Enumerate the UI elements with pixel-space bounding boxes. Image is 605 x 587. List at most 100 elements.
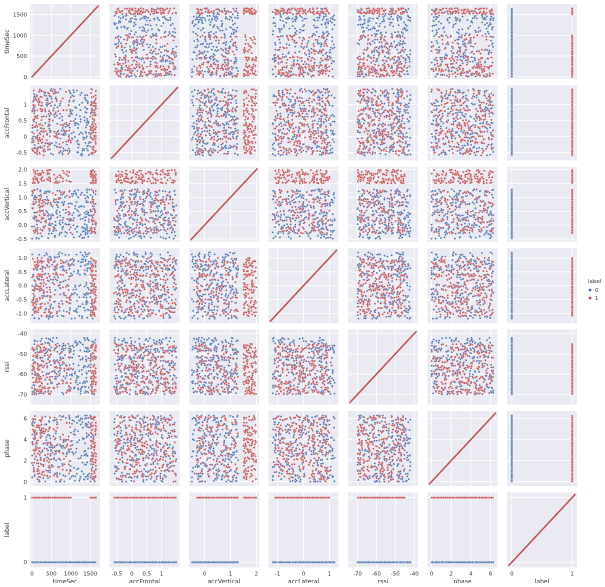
data-point — [155, 24, 157, 26]
data-point — [296, 56, 298, 58]
data-point — [377, 51, 379, 53]
data-point — [166, 43, 168, 45]
data-point — [234, 45, 236, 47]
data-point — [326, 45, 328, 47]
data-point — [292, 25, 294, 27]
data-point — [316, 41, 318, 43]
data-point — [278, 36, 280, 38]
data-point — [286, 13, 288, 15]
data-point — [286, 47, 288, 49]
data-point — [292, 13, 294, 15]
data-point — [363, 15, 365, 17]
data-point — [216, 46, 218, 48]
data-point — [212, 59, 214, 61]
data-point — [147, 29, 149, 31]
data-point — [304, 9, 306, 11]
data-point — [409, 49, 411, 51]
data-point — [385, 13, 387, 15]
data-point — [220, 48, 222, 50]
data-point — [126, 28, 128, 30]
data-point — [125, 65, 127, 67]
data-point — [251, 39, 253, 41]
data-point — [202, 76, 204, 78]
data-point — [225, 44, 227, 46]
data-point — [247, 74, 249, 76]
data-point — [367, 54, 369, 56]
data-point — [376, 30, 378, 32]
data-point — [154, 57, 156, 59]
data-point — [321, 12, 323, 14]
data-point — [194, 51, 196, 53]
data-point — [222, 42, 224, 44]
data-point — [358, 19, 360, 21]
data-point — [172, 35, 174, 37]
data-point — [192, 31, 194, 33]
data-point — [160, 69, 162, 71]
data-point — [114, 15, 116, 17]
data-point — [359, 75, 361, 77]
data-point — [208, 19, 210, 21]
data-point — [288, 17, 290, 19]
data-point — [301, 57, 303, 59]
data-point — [396, 70, 398, 72]
data-point — [128, 65, 130, 67]
data-point — [397, 56, 399, 58]
data-point — [213, 33, 215, 35]
data-point — [115, 55, 117, 57]
data-point — [244, 56, 246, 58]
data-point — [406, 25, 408, 27]
data-point — [318, 17, 320, 19]
data-point — [116, 36, 118, 38]
data-point — [150, 49, 152, 51]
data-point — [210, 42, 212, 44]
data-point — [225, 74, 227, 76]
data-point — [389, 18, 391, 20]
data-point — [285, 62, 287, 64]
data-point — [357, 24, 359, 26]
data-point — [135, 56, 137, 58]
data-point — [136, 66, 138, 68]
data-point — [211, 71, 213, 73]
data-point — [162, 8, 164, 10]
data-point — [282, 8, 284, 10]
data-point — [325, 73, 327, 75]
data-point — [325, 67, 327, 69]
data-point — [172, 48, 174, 50]
data-point — [156, 35, 158, 37]
data-point — [160, 10, 162, 12]
data-point — [217, 68, 219, 70]
data-point — [164, 45, 166, 47]
data-point — [136, 61, 138, 63]
data-point — [193, 40, 195, 42]
data-point — [302, 12, 304, 14]
data-point — [407, 8, 409, 10]
data-point — [167, 34, 169, 36]
data-point — [283, 24, 285, 26]
data-point — [193, 16, 195, 18]
data-point — [172, 63, 174, 65]
data-point — [143, 16, 145, 18]
data-point — [302, 63, 304, 65]
data-point — [232, 45, 234, 47]
data-point — [228, 11, 230, 13]
data-point — [215, 71, 217, 73]
data-point — [196, 38, 198, 40]
data-point — [291, 39, 293, 41]
data-point — [369, 17, 371, 19]
data-point — [384, 15, 386, 17]
data-point — [118, 16, 120, 18]
data-point — [152, 58, 154, 60]
data-point — [325, 15, 327, 17]
data-point — [160, 37, 162, 39]
data-point — [114, 43, 116, 45]
data-point — [229, 16, 231, 18]
data-point — [165, 36, 167, 38]
data-point — [290, 9, 292, 11]
data-point — [129, 45, 131, 47]
data-point — [285, 18, 287, 20]
data-point — [393, 41, 395, 43]
data-point — [209, 24, 211, 26]
data-point — [244, 50, 246, 52]
data-point — [199, 52, 201, 54]
data-point — [191, 59, 193, 61]
